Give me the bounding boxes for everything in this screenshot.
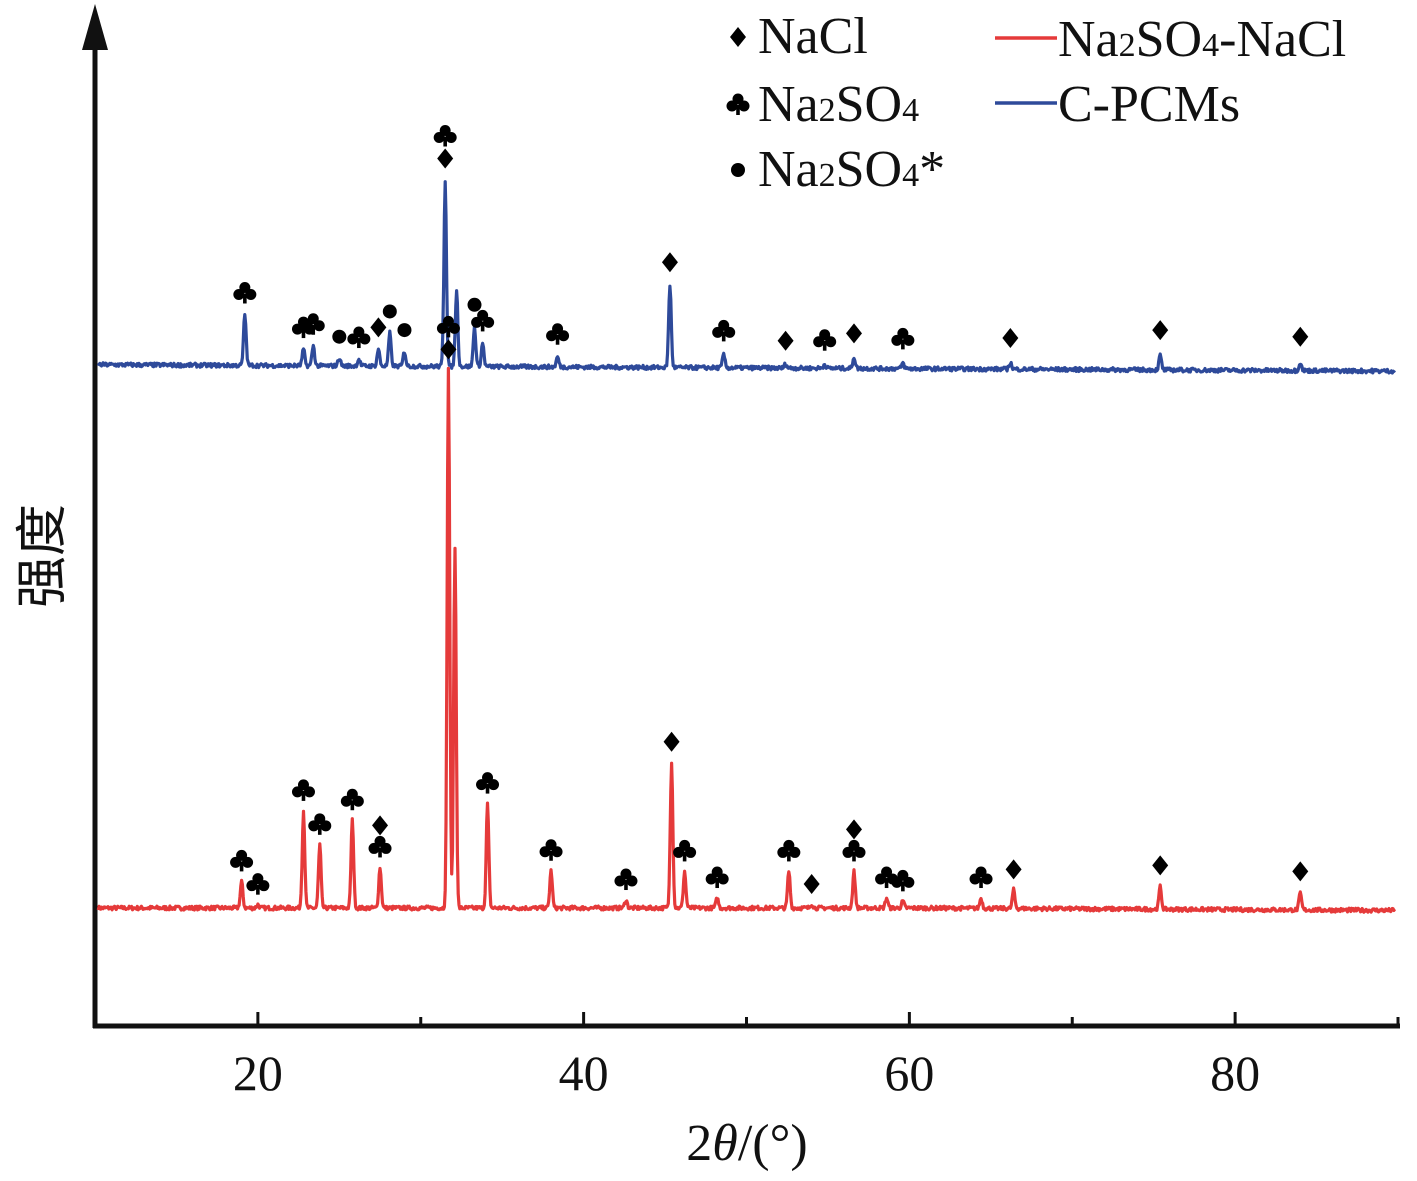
series-line-c-pcms [96, 180, 1396, 375]
club-marker [673, 839, 697, 862]
club-marker [614, 868, 638, 891]
legend-dot-icon [731, 163, 745, 177]
diamond-marker [1292, 861, 1309, 882]
x-tick-label: 80 [1210, 1045, 1260, 1101]
diamond-marker [777, 330, 794, 351]
diamond-marker [1005, 859, 1022, 880]
club-marker [539, 839, 563, 861]
legend-diamond-icon [730, 27, 746, 47]
series-layer [96, 180, 1397, 914]
club-marker [712, 319, 736, 342]
legend-label: C-PCMs [1058, 76, 1240, 133]
x-axis-title: 2θ/(°) [686, 1115, 807, 1172]
club-marker [891, 869, 915, 892]
x-tick-label: 40 [559, 1045, 609, 1101]
diamond-marker [1002, 328, 1019, 349]
club-marker [476, 772, 500, 794]
dot-marker [397, 323, 412, 338]
dot-marker [382, 304, 397, 319]
club-marker [969, 866, 993, 889]
peak-markers [230, 124, 1309, 895]
club-marker [230, 849, 254, 872]
axes [82, 4, 1400, 1029]
dot-marker [467, 297, 482, 312]
x-ticks: 20 40 60 80 [93, 1012, 1400, 1101]
diamond-marker [372, 815, 389, 836]
club-marker [368, 835, 392, 858]
diamond-marker [845, 323, 862, 344]
diamond-marker [370, 317, 387, 338]
dot-marker [332, 329, 347, 344]
legend-label: Na2SO4-NaCl [1058, 11, 1346, 68]
club-marker [433, 124, 457, 147]
club-marker [308, 813, 332, 835]
club-marker [546, 323, 570, 345]
club-marker [471, 309, 495, 332]
series-line-na2so4-nacl [96, 366, 1397, 914]
y-axis-title: 强度 [15, 504, 72, 608]
x-tick-label: 60 [884, 1045, 934, 1101]
club-marker [436, 315, 460, 338]
legend-label: Na2SO4 [758, 76, 919, 133]
diamond-marker [1152, 320, 1169, 341]
diamond-marker [440, 339, 457, 360]
club-marker [301, 313, 325, 335]
diamond-marker [661, 252, 678, 273]
club-marker [842, 839, 866, 862]
diamond-marker [437, 148, 454, 169]
club-marker [891, 327, 915, 350]
diamond-marker [845, 819, 862, 840]
club-marker [340, 788, 364, 811]
club-marker [705, 866, 729, 889]
diamond-marker [663, 731, 680, 752]
legend-club-icon [726, 93, 750, 115]
legend-label: Na2SO4* [758, 141, 945, 198]
club-marker [777, 839, 801, 862]
legend: NaCl Na2SO4 Na2SO4* Na2SO4-NaCl C-PCMs [726, 8, 1346, 198]
club-marker [233, 281, 257, 304]
diamond-marker [1292, 326, 1309, 347]
club-marker [291, 779, 315, 801]
club-marker [347, 326, 371, 349]
diamond-marker [803, 874, 820, 895]
club-marker [813, 329, 837, 351]
club-marker [246, 873, 270, 895]
legend-label: NaCl [758, 8, 868, 65]
x-tick-label: 20 [233, 1045, 283, 1101]
y-axis-arrow [82, 4, 108, 50]
diamond-marker [1152, 855, 1169, 876]
